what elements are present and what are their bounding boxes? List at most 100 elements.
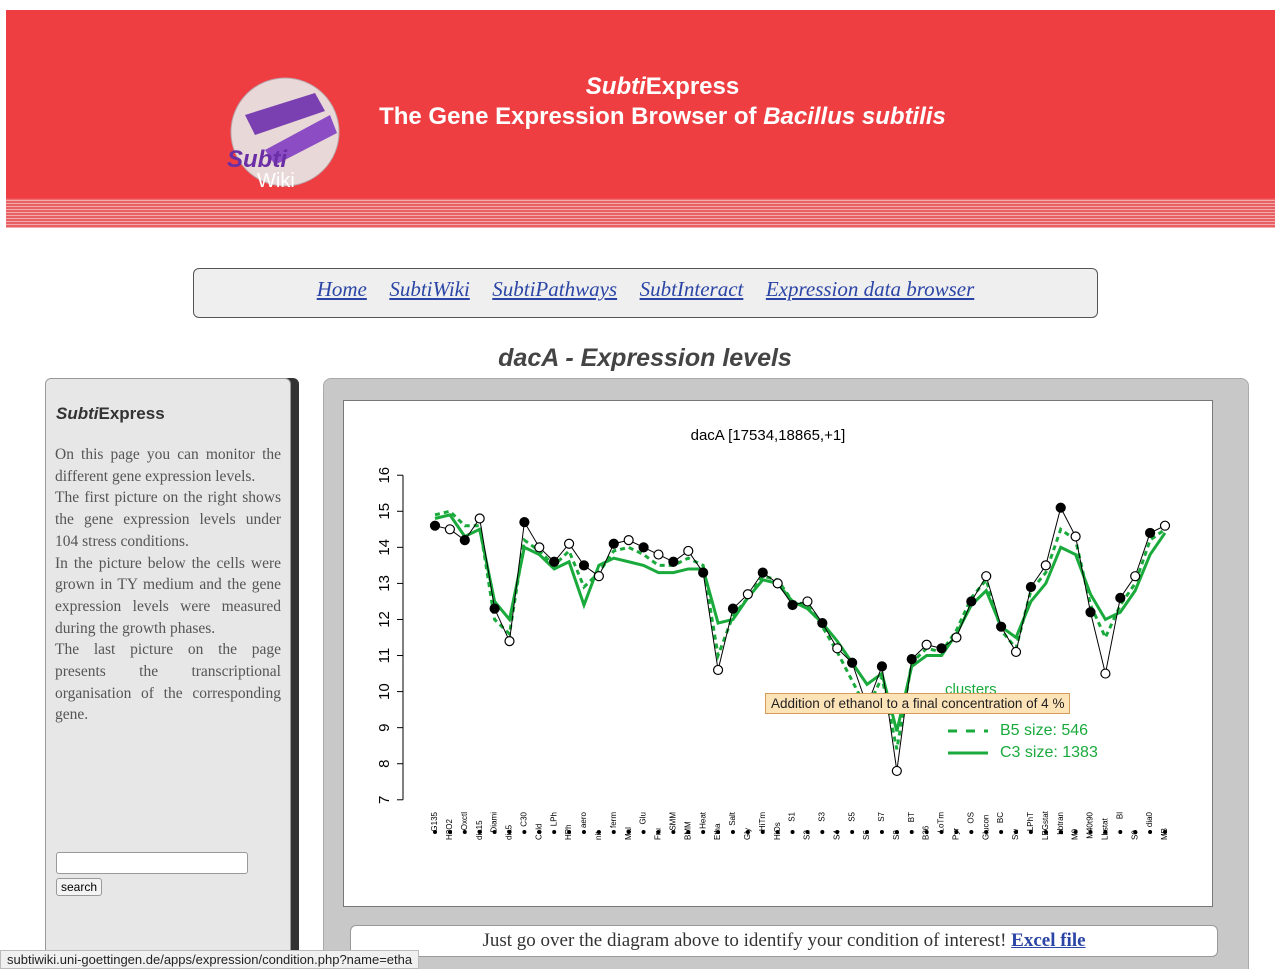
nav-link[interactable]: SubtInteract — [640, 277, 744, 301]
title-rest: Express — [99, 404, 165, 423]
data-point — [1086, 608, 1095, 617]
x-tick-dot — [1118, 830, 1122, 834]
data-point — [907, 655, 916, 664]
x-tick-label: Gly — [743, 828, 752, 840]
data-point — [803, 597, 812, 606]
x-tick-label: HiTm — [758, 812, 767, 831]
x-tick-label: Lbstat — [1101, 817, 1110, 840]
nav-link[interactable]: Expression data browser — [766, 277, 974, 301]
data-point — [609, 539, 618, 548]
x-tick-label: SMM — [668, 812, 677, 831]
data-point — [773, 579, 782, 588]
x-tick-label: BT — [907, 812, 916, 822]
footer-text: Just go over the diagram above to identi… — [482, 930, 1006, 951]
header-stripe — [6, 200, 1275, 228]
page-title: dacA - Expression levels — [345, 344, 945, 373]
data-point — [594, 572, 603, 581]
data-point — [937, 644, 946, 653]
legend-label: C3 size: 1383 — [1000, 744, 1098, 761]
x-tick-dot — [850, 830, 854, 834]
y-tick-label: 9 — [376, 723, 393, 731]
data-point — [1012, 647, 1021, 656]
data-point — [684, 546, 693, 555]
data-point — [728, 604, 737, 613]
x-tick-label: Etha — [713, 823, 722, 840]
search-button[interactable]: search — [56, 878, 102, 896]
data-point — [535, 543, 544, 552]
x-tick-label: dia5 — [505, 824, 514, 840]
data-point — [520, 518, 529, 527]
sidebar-text: On this page you can monitor the differe… — [55, 444, 281, 726]
data-point — [1056, 503, 1065, 512]
y-tick-label: 11 — [376, 648, 393, 664]
data-point — [877, 662, 886, 671]
x-tick-label: S8 — [892, 830, 901, 840]
chart[interactable]: dacA [17534,18865,+1] 78910111213141516G… — [343, 400, 1213, 907]
data-point — [550, 557, 559, 566]
data-point — [1161, 521, 1170, 530]
tooltip: Addition of ethanol to a final concentra… — [765, 693, 1070, 714]
nav-link[interactable]: Home — [317, 277, 367, 301]
x-tick-label: LPh — [549, 812, 558, 826]
x-tick-label: dia0 — [1145, 811, 1154, 827]
search-input[interactable] — [56, 852, 248, 874]
logo: Subti Wiki — [225, 75, 345, 195]
data-point — [624, 536, 633, 545]
data-point — [1071, 532, 1080, 541]
x-tick-label: LBGstat — [1041, 810, 1050, 840]
x-tick-label: Mal — [624, 827, 633, 840]
x-tick-dot — [731, 830, 735, 834]
x-tick-label: Glucon — [981, 815, 990, 840]
x-tick-label: Lbtran — [1056, 812, 1065, 835]
x-tick-label: S1 — [788, 811, 797, 821]
x-tick-dot — [642, 830, 646, 834]
x-tick-label: OS — [966, 812, 975, 824]
excel-link[interactable]: Excel file — [1011, 930, 1085, 951]
data-point — [818, 619, 827, 628]
x-tick-dot — [612, 830, 616, 834]
data-point — [505, 637, 514, 646]
y-tick-label: 14 — [376, 539, 393, 556]
y-tick-label: 12 — [376, 611, 393, 628]
page: Subti Wiki SubtiExpress The Gene Express… — [0, 0, 1275, 969]
logo-text: Wiki — [257, 170, 295, 192]
nav-bar: Home SubtiWiki SubtiPathways SubtInterac… — [193, 268, 1098, 318]
x-tick-label: G135 — [430, 811, 439, 831]
x-tick-label: S7 — [877, 811, 886, 821]
paragraph: In the picture below the cells were grow… — [55, 553, 281, 640]
legend-label: B5 size: 546 — [1000, 722, 1088, 739]
data-point — [833, 644, 842, 653]
x-tick-label: LPhT — [1026, 812, 1035, 831]
data-point — [639, 543, 648, 552]
data-point — [922, 640, 931, 649]
x-tick-dot — [582, 830, 586, 834]
data-point — [431, 521, 440, 530]
x-tick-label: Sw — [1011, 829, 1020, 840]
x-tick-label: S0 — [1130, 830, 1139, 840]
data-point — [848, 658, 857, 667]
x-tick-dot — [880, 830, 884, 834]
x-tick-label: Cold — [534, 824, 543, 840]
data-point — [997, 622, 1006, 631]
x-tick-label: Pyr — [952, 828, 961, 840]
nav-link[interactable]: SubtiWiki — [389, 277, 470, 301]
paragraph: On this page you can monitor the differe… — [55, 444, 281, 487]
data-point — [892, 766, 901, 775]
data-point — [445, 525, 454, 534]
x-tick-label: Glu — [639, 812, 648, 824]
data-point — [1026, 583, 1035, 592]
nav-link[interactable]: SubtiPathways — [492, 277, 617, 301]
x-tick-label: S3 — [817, 811, 826, 821]
x-tick-label: ferm — [609, 812, 618, 828]
title-em: Subti — [56, 404, 99, 423]
data-point — [579, 561, 588, 570]
y-tick-label: 8 — [376, 760, 393, 768]
data-point — [654, 550, 663, 559]
subtitle-em: Bacillus subtilis — [763, 103, 946, 130]
x-tick-label: Salt — [728, 811, 737, 826]
x-tick-dot — [820, 830, 824, 834]
x-tick-label: S5 — [847, 811, 856, 821]
y-tick-label: 7 — [376, 796, 393, 804]
x-tick-label: S2 — [803, 830, 812, 840]
x-tick-label: S6 — [862, 830, 871, 840]
